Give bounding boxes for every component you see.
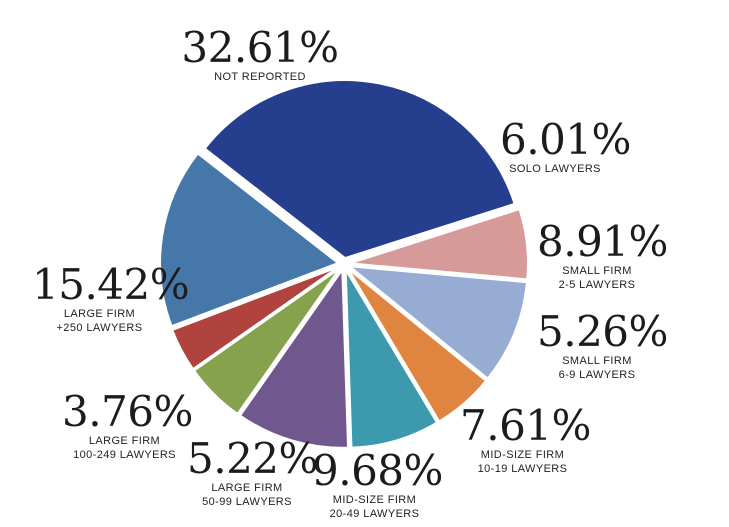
label-small-firm-6-9: 5.26% SMALL FIRM 6-9 LAWYERS (537, 307, 668, 382)
slice-name-line-2: 20-49 LAWYERS (329, 508, 420, 520)
slice-value: 3.76% (62, 387, 193, 436)
slice-name: NOT REPORTED (214, 71, 306, 83)
pie-slice-solo-lawyers (349, 207, 529, 281)
slice-name-line-2: 100-249 LAWYERS (73, 449, 176, 461)
slice-value: 8.91% (537, 217, 668, 266)
label-solo-lawyers: 6.01% SOLO LAWYERS (500, 115, 631, 176)
slice-name-line-1: SMALL FIRM (562, 265, 632, 277)
slice-name-line-1: LARGE FIRM (211, 482, 283, 494)
pie-slice-large-firm-250-lawyers (159, 152, 341, 328)
label-mid-size-10-19: 7.61% MID-SIZE FIRM 10-19 LAWYERS (460, 401, 591, 476)
pie-slice-large-firm-100-249-lawyers (170, 265, 340, 371)
label-large-firm-50-99: 5.22% LARGE FIRM 50-99 LAWYERS (187, 434, 318, 509)
pie-slice-mid-size-firm-20-49-lawyers (238, 266, 350, 449)
label-mid-size-20-49: 9.68% MID-SIZE FIRM 20-49 LAWYERS (312, 446, 443, 521)
slice-name-line-1: MID-SIZE FIRM (332, 494, 417, 506)
pie-slice-mid-size-firm-10-19-lawyers (344, 265, 439, 449)
slice-name-line-1: MID-SIZE FIRM (480, 449, 565, 461)
slice-name: SOLO LAWYERS (509, 163, 601, 175)
slice-value: 5.26% (537, 307, 668, 356)
slice-name-line-2: 6-9 LAWYERS (558, 369, 636, 381)
slice-name-line-2: +250 LAWYERS (56, 322, 143, 334)
pie-slice-small-firm-2-5-lawyers (346, 264, 528, 380)
slice-value: 5.22% (187, 434, 318, 483)
slice-value: 7.61% (460, 401, 591, 450)
label-small-firm-2-5: 8.91% SMALL FIRM 2-5 LAWYERS (537, 217, 668, 292)
pie-slice-small-firm-6-9-lawyers (347, 267, 488, 423)
label-large-firm-250: 15.42% LARGE FIRM +250 LAWYERS (32, 260, 190, 335)
slice-name-line-1: SMALL FIRM (562, 355, 632, 367)
slice-value: 6.01% (500, 115, 631, 164)
slice-name-line-2: 10-19 LAWYERS (477, 463, 568, 475)
slice-name-line-1: LARGE FIRM (88, 435, 161, 447)
slice-name-line-1: LARGE FIRM (63, 308, 136, 320)
label-large-firm-100-249: 3.76% LARGE FIRM 100-249 LAWYERS (62, 387, 193, 462)
slice-value: 32.61% (181, 23, 339, 72)
pie-slice-large-firm-50-99-lawyers (192, 267, 341, 416)
slice-value: 9.68% (312, 446, 443, 495)
slice-value: 15.42% (32, 260, 190, 309)
slice-name-line-2: 2-5 LAWYERS (558, 279, 636, 291)
pie-slice-not-reported (203, 79, 516, 260)
label-not-reported: 32.61% NOT REPORTED (170, 26, 350, 84)
slice-name-line-2: 50-99 LAWYERS (202, 496, 292, 508)
